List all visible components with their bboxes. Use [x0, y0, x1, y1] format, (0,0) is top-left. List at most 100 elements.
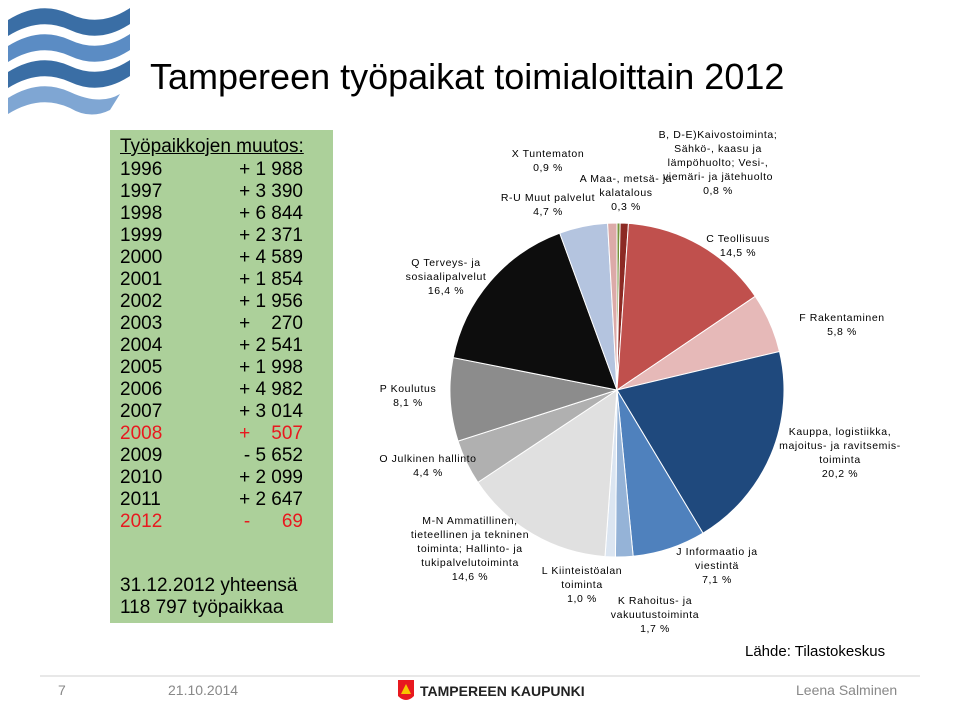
year: 2010: [120, 467, 163, 488]
slice-label: L Kiinteistöalan toiminta 1,0 %: [537, 564, 627, 606]
change: + 1 956: [239, 291, 303, 312]
slice-label: J Informaatio ja viestintä 7,1 %: [662, 545, 772, 587]
change: + 1 854: [239, 269, 303, 290]
change: + 2 371: [239, 225, 303, 246]
logo-wave: [8, 86, 120, 115]
footer-logo: TAMPEREEN KAUPUNKI: [420, 683, 585, 699]
box-heading: Työpaikkojen muutos:: [120, 136, 304, 157]
slice-value: 0,3 %: [611, 201, 641, 213]
slice-label: B, D-E)Kaivostoiminta; Sähkö-, kaasu ja …: [648, 128, 788, 198]
change: + 2 099: [239, 467, 303, 488]
change-row: 2010 + 2 099: [120, 467, 303, 489]
slice-label: P Koulutus 8,1 %: [373, 382, 443, 410]
year: 2011: [120, 489, 161, 510]
slice-value: 1,7 %: [640, 623, 670, 635]
slice-value: 7,1 %: [702, 574, 732, 586]
year: 2006: [120, 379, 163, 400]
slice-value: 0,8 %: [703, 185, 733, 197]
change-row: 2000 + 4 589: [120, 247, 303, 269]
slice-name: R-U Muut palvelut: [500, 192, 596, 204]
year: 2003: [120, 313, 163, 334]
change: - 69: [243, 511, 303, 532]
slice-label: Q Terveys- ja sosiaalipalvelut 16,4 %: [396, 256, 496, 298]
total-line: 118 797 työpaikkaa: [120, 597, 284, 618]
change-row: 1997 + 3 390: [120, 181, 303, 203]
slice-value: 4,7 %: [533, 206, 563, 218]
change: + 1 988: [239, 159, 303, 180]
change-row: 2011 + 2 647: [120, 489, 303, 511]
slice-value: 1,0 %: [567, 593, 597, 605]
slice-name: J Informaatio ja viestintä: [676, 546, 758, 572]
slice-name: M-N Ammatillinen, tieteellinen ja teknin…: [410, 515, 530, 569]
change-row: 2003 + 270: [120, 313, 303, 335]
pie-slice: [452, 232, 618, 391]
change-row: 2008 + 507: [120, 423, 303, 445]
slice-value: 14,6 %: [451, 571, 489, 583]
change-row: 1999 + 2 371: [120, 225, 303, 247]
year: 2009: [120, 445, 163, 466]
year: 2008: [120, 423, 163, 444]
year: 1997: [120, 181, 163, 202]
pie-slice: [607, 222, 618, 391]
slice-label: X Tuntematon 0,9 %: [503, 147, 593, 175]
change: + 2 647: [239, 489, 303, 510]
change-row: 2005 + 1 998: [120, 357, 303, 379]
slice-name: X Tuntematon: [511, 148, 585, 160]
slice-name: B, D-E)Kaivostoiminta; Sähkö-, kaasu ja …: [658, 129, 778, 183]
slice-name: Q Terveys- ja sosiaalipalvelut: [405, 257, 487, 283]
pie-slice: [616, 222, 756, 391]
year: 2005: [120, 357, 163, 378]
year: 1996: [120, 159, 163, 180]
year: 2000: [120, 247, 163, 268]
change: - 5 652: [243, 445, 303, 466]
year: 1998: [120, 203, 163, 224]
pie-slice: [477, 389, 618, 558]
footer-date: 21.10.2014: [168, 682, 239, 698]
year: 2001: [120, 269, 163, 290]
footer-author: Leena Salminen: [796, 682, 898, 698]
slice-value: 0,9 %: [533, 162, 563, 174]
year: 2002: [120, 291, 163, 312]
slice-label: Kauppa, logistiikka, majoitus- ja ravits…: [775, 425, 905, 481]
logo-wave: [8, 8, 130, 36]
total-line: 31.12.2012 yhteensä: [120, 575, 298, 596]
year: 1999: [120, 225, 163, 246]
logo-wave: [8, 34, 130, 62]
logo: [8, 8, 130, 115]
slice-value: 14,5 %: [719, 247, 757, 259]
change-box: Työpaikkojen muutos: 1996 + 1 988 1997 + 3 …: [110, 130, 333, 623]
slice-label: F Rakentaminen 5,8 %: [792, 311, 892, 339]
slice-value: 4,4 %: [413, 467, 443, 479]
slice-label: C Teollisuus 14,5 %: [698, 232, 778, 260]
slice-label: R-U Muut palvelut 4,7 %: [488, 191, 608, 219]
slice-label: O Julkinen hallinto 4,4 %: [373, 452, 483, 480]
change: + 1 998: [239, 357, 303, 378]
page-number: 7: [58, 682, 66, 698]
slice-name: C Teollisuus: [706, 233, 770, 245]
change: + 3 390: [239, 181, 303, 202]
change: + 4 589: [239, 247, 303, 268]
slide-title: Tampereen työpaikat toimialoittain 2012: [150, 56, 785, 97]
slice-name: K Rahoitus- ja vakuutustoiminta: [610, 595, 700, 621]
change-row: 2002 + 1 956: [120, 291, 303, 313]
change-row: 1996 + 1 988: [120, 159, 303, 181]
year: 2012: [120, 511, 163, 532]
slice-value: 20,2 %: [821, 468, 859, 480]
slice-name: A Maa-, metsä- ja kalatalous: [579, 173, 673, 199]
change: + 6 844: [239, 203, 303, 224]
slice-name: L Kiinteistöalan toiminta: [541, 565, 623, 591]
pie-slice: [616, 350, 785, 534]
slice-label: K Rahoitus- ja vakuutustoiminta 1,7 %: [605, 594, 705, 636]
change-row: 2012 - 69: [120, 511, 303, 533]
change-row: 2009 - 5 652: [120, 445, 303, 467]
year: 2004: [120, 335, 163, 356]
slice-name: P Koulutus: [379, 383, 437, 395]
slice-name: Kauppa, logistiikka, majoitus- ja ravits…: [779, 426, 901, 466]
slice-name: F Rakentaminen: [799, 312, 885, 324]
logo-crown: [401, 684, 411, 694]
change-row: 2001 + 1 854: [120, 269, 303, 291]
logo-wave: [8, 60, 130, 88]
slice-value: 5,8 %: [827, 326, 857, 338]
